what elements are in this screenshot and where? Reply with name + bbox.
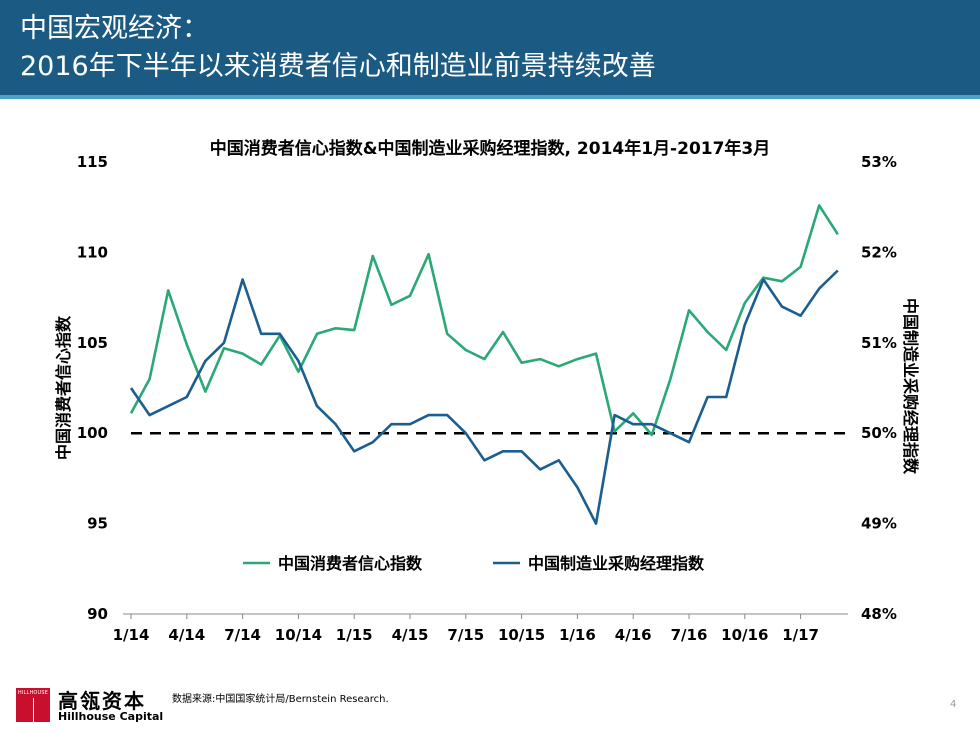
x-tick-label: 4/15 [392,626,429,644]
x-tick-label: 1/14 [113,626,150,644]
y-left-axis-title: 中国消费者信心指数 [54,315,73,460]
y-left-tick-label: 110 [77,243,108,261]
chart-title: 中国消费者信心指数&中国制造业采购经理指数, 2014年1月-2017年3月 [210,138,771,159]
x-tick-label: 1/17 [782,626,819,644]
header-accent-rule [0,95,980,99]
x-tick-label: 7/14 [224,626,261,644]
legend-label: 中国消费者信心指数 [278,554,423,573]
slide-header: 中国宏观经济： 2016年下半年以来消费者信心和制造业前景持续改善 [0,0,980,95]
x-tick-label: 10/14 [275,626,322,644]
y-right-axis-title: 中国制造业采购经理指数 [901,298,920,475]
y-left-tick-label: 105 [77,334,108,352]
x-tick-label: 4/14 [168,626,205,644]
x-tick-label: 7/16 [671,626,708,644]
data-source-note: 数据来源:中国国家统计局/Bernstein Research. [172,694,389,705]
x-tick-label: 7/15 [447,626,484,644]
line-chart: 中国消费者信心指数&中国制造业采购经理指数, 2014年1月-2017年3月 1/… [54,138,920,644]
x-tick-label: 10/16 [721,626,768,644]
series-line-consumer-confidence [129,204,839,437]
x-tick-label: 1/16 [559,626,596,644]
hillhouse-logo-icon: HILLHOUSE [16,688,50,722]
x-tick-label: 1/15 [336,626,373,644]
x-tick-label: 4/16 [615,626,652,644]
legend-label: 中国制造业采购经理指数 [528,554,705,573]
y-left-tick-label: 115 [77,153,108,171]
x-tick-label: 10/15 [498,626,545,644]
y-right-tick-label: 51% [861,334,897,352]
series-line-pmi [129,269,839,525]
logo-divider [33,698,34,722]
slide-title-line2: 2016年下半年以来消费者信心和制造业前景持续改善 [20,51,656,82]
y-right-tick-label: 53% [861,153,897,171]
y-left-tick-label: 95 [87,515,108,533]
company-name-en: Hillhouse Capital [58,710,164,723]
company-name-cn: 高瓴资本 [58,689,146,713]
page-number: 4 [950,699,957,710]
y-right-tick-label: 49% [861,515,897,533]
y-right-tick-label: 48% [861,605,897,623]
y-right-tick-label: 52% [861,243,897,261]
logo-small-text: HILLHOUSE [17,690,49,696]
y-right-tick-label: 50% [861,424,897,442]
y-left-tick-label: 90 [87,605,108,623]
y-left-tick-label: 100 [77,424,108,442]
slide-title-line1: 中国宏观经济： [20,13,209,44]
